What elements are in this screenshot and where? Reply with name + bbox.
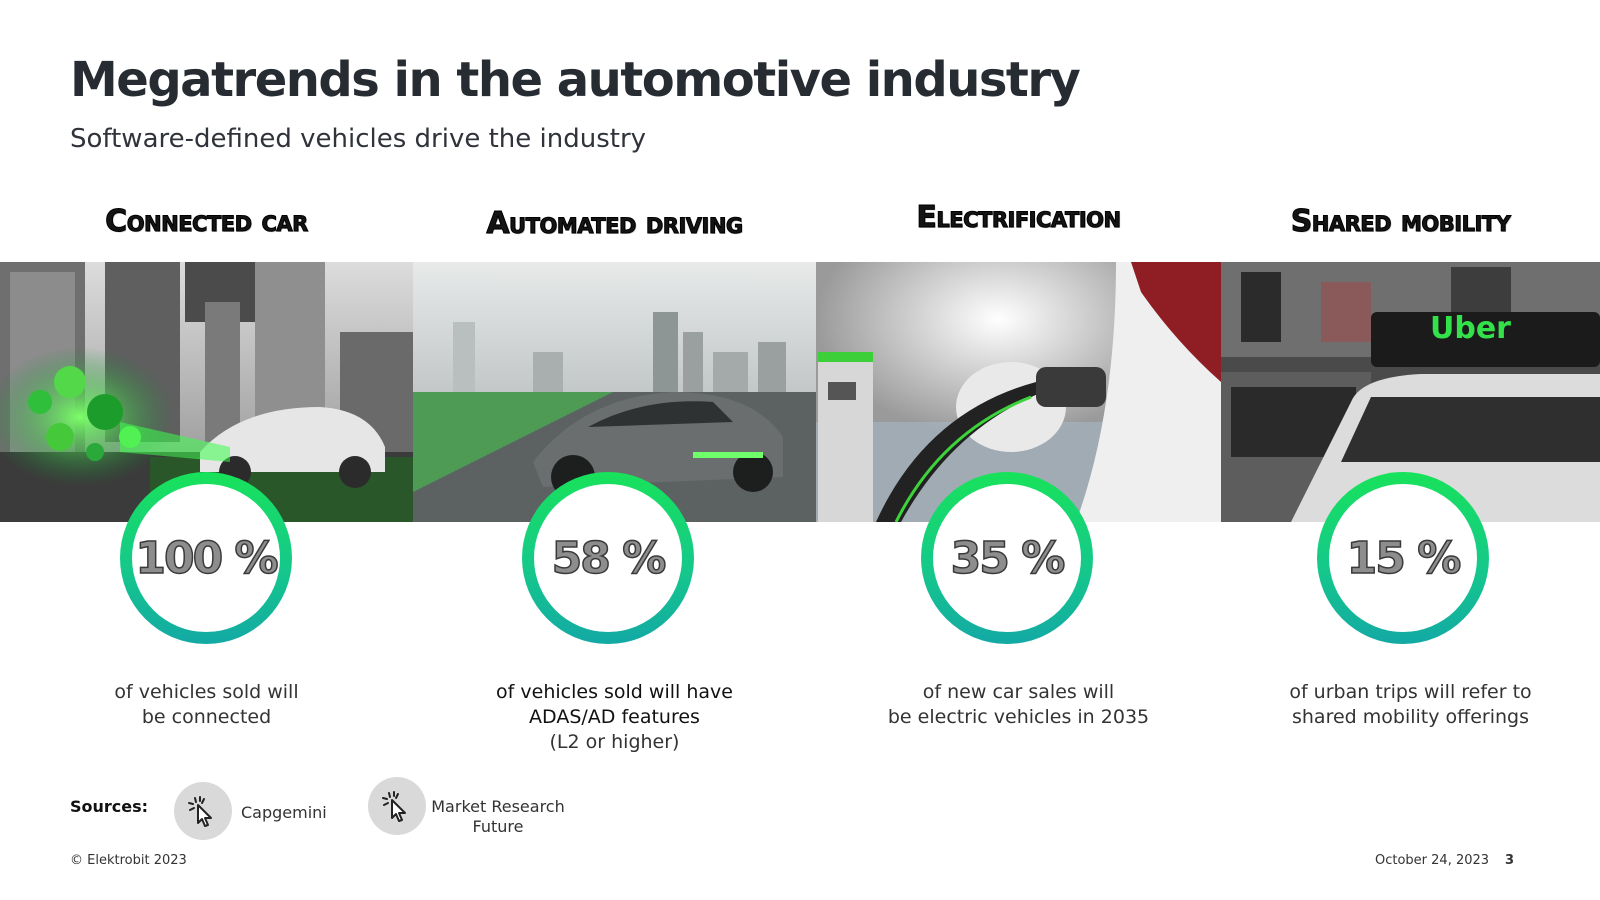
trend-description: of new car sales will be electric vehicl…	[887, 681, 1150, 728]
trend-heading: Electrification	[916, 200, 1122, 236]
percentage-ring: 15 %	[1317, 472, 1489, 644]
click-cursor-icon[interactable]	[368, 777, 426, 835]
source-capgemini[interactable]: Capgemini	[241, 803, 327, 822]
percentage-value: 15 %	[1346, 532, 1462, 585]
trend-heading: Automated driving	[486, 206, 744, 242]
connected-car-photo	[0, 262, 413, 522]
trend-column-automated-driving: Automated driving 58 % of	[413, 0, 816, 900]
automated-driving-photo	[413, 262, 816, 522]
trend-column-connected-car: Connected car	[0, 0, 413, 900]
trend-description: of urban trips will refer to shared mobi…	[1289, 681, 1532, 728]
page-subtitle: Software-defined vehicles drive the indu…	[70, 124, 647, 154]
sources-label: Sources:	[70, 797, 149, 816]
taxi-sign-text: Uber	[1430, 311, 1511, 346]
trend-description: of vehicles sold will be connected	[114, 681, 299, 728]
trend-heading: Connected car	[105, 204, 309, 240]
click-cursor-icon[interactable]	[174, 782, 232, 840]
percentage-value: 100 %	[135, 532, 280, 585]
trend-heading: Shared mobility	[1290, 204, 1511, 240]
source-market-research-future[interactable]: Market Research Future	[431, 797, 565, 836]
page-title: Megatrends in the automotive industry	[70, 52, 1081, 108]
footer-page-number: 3	[1505, 853, 1515, 868]
percentage-value: 35 %	[950, 532, 1066, 585]
percentage-value: 58 %	[551, 532, 667, 585]
trend-column-shared-mobility: Shared mobility Uber 15 % of urban trips…	[1221, 0, 1600, 900]
percentage-ring: 100 %	[120, 472, 292, 644]
percentage-ring: 35 %	[921, 472, 1093, 644]
footer-copyright: © Elektrobit 2023	[70, 853, 187, 868]
percentage-ring: 58 %	[522, 472, 694, 644]
trend-column-electrification: Electrification 35 % of new car sales wi…	[816, 0, 1221, 900]
trend-description: of vehicles sold will have ADAS/AD featu…	[496, 681, 733, 753]
footer-date: October 24, 2023	[1375, 853, 1490, 868]
